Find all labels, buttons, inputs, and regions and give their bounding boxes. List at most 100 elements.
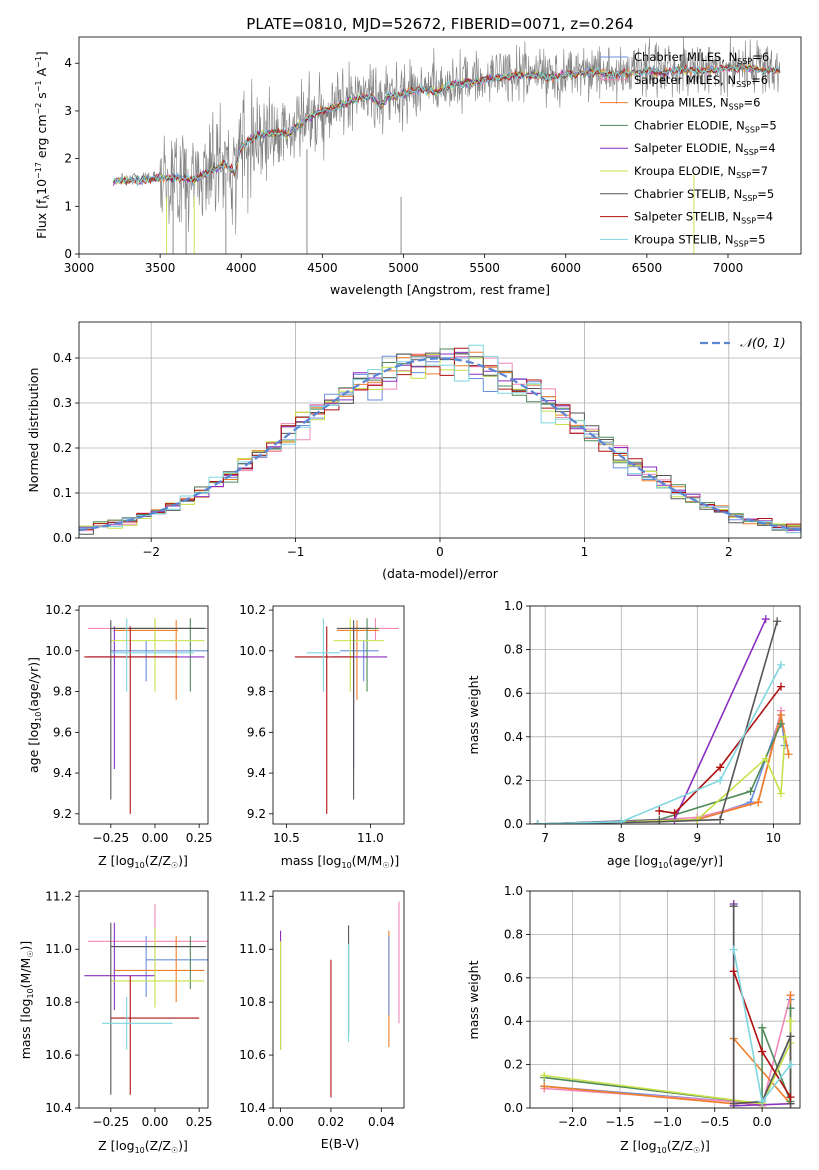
weight-marker-kroupa-stelib bbox=[786, 1060, 795, 1069]
weight_vs_Z-xtick-label: −1.0 bbox=[653, 1115, 682, 1129]
mass-ylabel: mass [log10(M/M☉)] bbox=[18, 941, 35, 1060]
spectrum-xtick-label: 3000 bbox=[64, 261, 95, 275]
weight-marker-chabrier-stelib bbox=[716, 815, 725, 824]
age_vs_mass-frame bbox=[272, 605, 405, 825]
weight_vs_age-ytick-label: 1.0 bbox=[504, 599, 523, 613]
weight-marker-chabrier-stelib bbox=[773, 617, 782, 626]
spectrum-title: PLATE=0810, MJD=52672, FIBERID=0071, z=0… bbox=[246, 15, 633, 33]
gauss-legend-label: 𝒩(0, 1) bbox=[740, 335, 786, 350]
weight-line-salpeter-stelib bbox=[659, 686, 782, 814]
weight-vs-age-xlabel: age [log10(age/yr)] bbox=[607, 853, 723, 870]
weight_vs_Z-xtick-label: −0.5 bbox=[700, 1115, 729, 1129]
age_vs_Z-plot-area bbox=[84, 618, 208, 814]
spectrum-xtick-label: 6500 bbox=[632, 261, 663, 275]
weight-marker-kroupa-elodie bbox=[761, 754, 770, 763]
mass_vs_Z-ytick-label: 10.6 bbox=[45, 1048, 72, 1062]
legend-label-salpeter-stelib: Salpeter STELIB, NSSP=4 bbox=[634, 210, 773, 226]
spectrum-ylabel: Flux [fλ10−17 erg cm−2 s−1 A−1] bbox=[34, 51, 51, 239]
age_vs_Z-ytick-label: 10.2 bbox=[45, 603, 72, 617]
mass_vs_EBV-axes: 0.00 0.02 0.04 10.4 10.6 10.8 11.0 11.2 bbox=[239, 889, 405, 1129]
weight_vs_Z-ytick-label: 0.0 bbox=[504, 1101, 523, 1115]
residuals-ytick-label: 0.4 bbox=[53, 351, 72, 365]
spectrum-ytick-label: 0 bbox=[64, 247, 72, 261]
weight-marker-salpeter-stelib bbox=[655, 806, 664, 815]
weight-line-kroupa-stelib bbox=[537, 664, 782, 824]
age-vs-mass-xlabel: mass [log10(M/M☉)] bbox=[281, 853, 400, 870]
age_vs_mass-axes: 10.5 11.0 9.2 9.4 9.6 9.8 10.0 10.2 bbox=[239, 603, 405, 845]
weight-marker-chabrier-elodie bbox=[746, 787, 755, 796]
mass_vs_EBV-ytick-label: 10.8 bbox=[239, 995, 266, 1009]
weight_vs_age-ytick-label: 0.8 bbox=[504, 643, 523, 657]
weight_vs_Z-axes: −2.0 −1.5 −1.0 −0.5 0.0 0.0 0.2 0.4 0.6 0.8 1.0 bbox=[504, 884, 801, 1129]
spectrum-xtick-label: 7000 bbox=[713, 261, 744, 275]
age_vs_Z-ytick-label: 10.0 bbox=[45, 644, 72, 658]
age_vs_mass-ytick-label: 9.2 bbox=[247, 807, 266, 821]
mass-vs-z-xlabel: Z [log10(Z/Z☉)] bbox=[98, 1138, 188, 1155]
age-ylabel-text: age [log10(age/yr)] bbox=[26, 657, 43, 773]
age_vs_mass-xtick-label: 11.0 bbox=[357, 831, 384, 845]
weight_vs_age-ytick-label: 0.6 bbox=[504, 686, 523, 700]
age_vs_mass-ytick-label: 10.2 bbox=[239, 603, 266, 617]
weight_vs_age-xtick-label: 10 bbox=[766, 831, 781, 845]
spectrum-xtick-label: 6000 bbox=[550, 261, 581, 275]
mass_vs_Z-xtick-label: 0.00 bbox=[142, 1115, 169, 1129]
weight-marker-salpeter-stelib bbox=[729, 967, 738, 976]
mass-ylabel-text: mass [log10(M/M☉)] bbox=[18, 941, 35, 1060]
spectrum-ytick-label: 2 bbox=[64, 152, 72, 166]
weight_vs_age-xtick-label: 7 bbox=[541, 831, 549, 845]
mass_vs_EBV-xtick-label: 0.04 bbox=[368, 1115, 395, 1129]
weight-marker-kroupa-elodie bbox=[776, 789, 785, 798]
age_vs_mass-plot-area bbox=[294, 618, 399, 814]
spectrum-frame bbox=[78, 36, 802, 255]
weight-vs-z-ylabel: mass weight bbox=[466, 960, 481, 1039]
weight_vs_Z-ytick-label: 0.8 bbox=[504, 927, 523, 941]
legend-label-kroupa-elodie: Kroupa ELODIE, NSSP=7 bbox=[634, 164, 768, 180]
spectrum-xtick-label: 4500 bbox=[307, 261, 338, 275]
weight-vs-age-ylabel: mass weight bbox=[466, 675, 481, 754]
weight_vs_Z-ytick-label: 1.0 bbox=[504, 884, 523, 898]
legend-label-chabrier-elodie: Chabrier ELODIE, NSSP=5 bbox=[634, 118, 777, 134]
weight-vs-z-xlabel: Z [log10(Z/Z☉)] bbox=[620, 1138, 710, 1155]
mass_vs_EBV-frame bbox=[272, 890, 405, 1109]
weight_vs_Z-xtick-label: −1.5 bbox=[605, 1115, 634, 1129]
weight-marker-kroupa-stelib bbox=[716, 776, 725, 785]
weight-marker-salpeter-stelib bbox=[670, 809, 679, 818]
mass_vs_EBV-xtick-label: 0.02 bbox=[318, 1115, 345, 1129]
mass_vs_EBV-ytick-label: 11.0 bbox=[239, 942, 266, 956]
residuals-frame bbox=[78, 321, 802, 539]
weight_vs_Z-ytick-label: 0.2 bbox=[504, 1058, 523, 1072]
age_vs_Z-axes: −0.25 0.00 0.25 9.2 9.4 9.6 9.8 10.0 10.2 bbox=[45, 603, 212, 845]
age-vs-z-xlabel: Z [log10(Z/Z☉)] bbox=[98, 853, 188, 870]
legend-label-salpeter-miles: Salpeter MILES, NSSP=6 bbox=[634, 73, 768, 89]
weight-line-kroupa-miles bbox=[537, 714, 790, 824]
weight_vs_Z-ytick-label: 0.6 bbox=[504, 971, 523, 985]
weight-marker-kroupa-stelib bbox=[758, 1097, 767, 1106]
mass_vs_Z-ytick-label: 10.4 bbox=[45, 1101, 72, 1115]
weight-marker-chabrier-stelib bbox=[729, 902, 738, 911]
age_vs_mass-ytick-label: 9.4 bbox=[247, 766, 266, 780]
spectrum-xtick-label: 5500 bbox=[469, 261, 500, 275]
spectrum-ytick-label: 1 bbox=[64, 199, 72, 213]
residuals-axes: −2 −1 0 1 2 0.0 0.1 0.2 0.3 0.4 bbox=[53, 321, 802, 559]
residuals-xtick-label: 1 bbox=[581, 545, 589, 559]
gaussian-curve bbox=[79, 357, 801, 532]
weight-marker-salpeter-stelib bbox=[776, 682, 785, 691]
mass_vs_Z-xtick-label: 0.25 bbox=[186, 1115, 213, 1129]
weight-marker-salpeter-stelib bbox=[786, 1093, 795, 1102]
weight-marker-kroupa-miles bbox=[776, 711, 785, 719]
mass_vs_EBV-xtick-label: 0.00 bbox=[267, 1115, 294, 1129]
spectrum-ylabel-text: Flux [fλ10−17 erg cm−2 s−1 A−1] bbox=[34, 51, 51, 239]
residuals-ytick-label: 0.3 bbox=[53, 396, 72, 410]
weight_vs_Z-xtick-label: −2.0 bbox=[558, 1115, 587, 1129]
mass_vs_EBV-ytick-label: 10.4 bbox=[239, 1101, 266, 1115]
residuals-xtick-label: 2 bbox=[725, 545, 733, 559]
residuals-ylabel: Normed distribution bbox=[26, 368, 41, 493]
weight_vs_Z-xtick-label: 0.0 bbox=[753, 1115, 772, 1129]
mass_vs_EBV-ytick-label: 10.6 bbox=[239, 1048, 266, 1062]
mass_vs_Z-ytick-label: 11.2 bbox=[45, 889, 72, 903]
weight-marker-kroupa-stelib bbox=[617, 817, 626, 824]
spectrum-xtick-label: 4000 bbox=[226, 261, 257, 275]
spectrum-xtick-label: 3500 bbox=[145, 261, 176, 275]
weight-marker-kroupa-elodie bbox=[780, 732, 789, 741]
